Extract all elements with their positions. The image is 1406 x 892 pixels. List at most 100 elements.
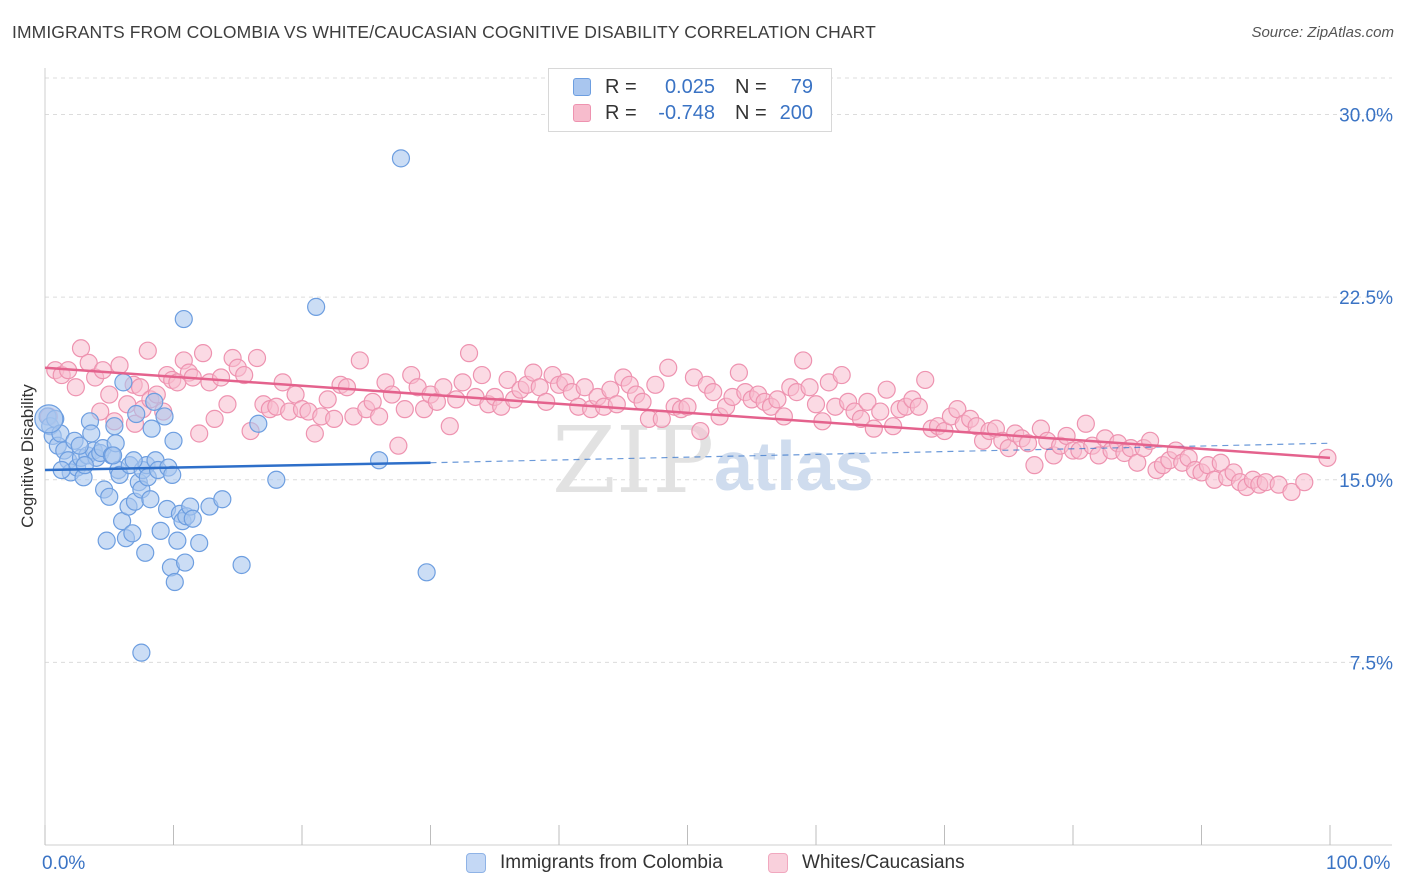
data-point [382,385,402,404]
data-point [183,509,202,528]
y-tick-label: 7.5% [1350,653,1393,674]
data-point [909,397,928,416]
axes [44,68,1392,846]
data-point [141,490,160,509]
watermark-atlas: atlas [714,427,874,505]
data-point [273,373,292,392]
data-point [453,373,472,392]
n-label: N = [735,75,767,98]
data-point [652,409,671,428]
data-point [267,470,286,489]
data-point [440,417,459,436]
stats-row-colombia: R = 0.025 N = 79 [573,74,813,100]
data-point [1018,434,1038,453]
data-point [130,378,150,397]
data-point [370,451,389,470]
legend-item-whites[interactable]: Whites/Caucasians [768,852,965,874]
data-point [391,149,411,168]
data-point [213,490,232,509]
data-point [575,378,594,397]
data-point [211,368,231,387]
data-point [205,409,224,428]
data-point [794,351,813,370]
data-point [155,407,174,426]
data-point [659,358,678,377]
data-point [136,543,155,562]
r-label: R = [605,101,637,124]
data-point [97,531,116,550]
data-point [472,365,491,385]
legend-swatch-whites [768,853,788,873]
data-point [1295,473,1314,492]
y-axis-label: Cognitive Disability [18,384,37,528]
data-point [646,375,665,394]
data-point [66,378,85,397]
n-value: 200 [779,101,813,124]
legend-swatch-colombia [466,853,486,873]
data-point [70,436,89,455]
data-point [218,395,237,414]
legend-swatch-colombia [573,78,591,96]
stats-legend: R = 0.025 N = 79 R = -0.748 N = 200 [548,68,832,132]
trend-line-whites [44,366,1331,460]
data-point [138,341,157,360]
data-point [704,383,723,402]
data-point [193,344,213,363]
legend-label-colombia: Immigrants from Colombia [500,852,723,873]
data-point [871,402,890,421]
watermark: ZIP atlas [552,407,874,514]
data-point [100,487,119,506]
data-point [75,456,94,475]
y-tick-label: 22.5% [1339,288,1393,309]
data-point [164,431,183,450]
data-point [71,339,91,358]
x-tick-label-min: 0.0% [42,853,86,874]
data-point [142,419,161,438]
data-point [190,533,209,553]
chart-title: IMMIGRANTS FROM COLOMBIA VS WHITE/CAUCAS… [12,22,876,42]
data-point [168,531,187,550]
data-point [232,555,251,575]
n-value: 79 [790,75,813,98]
data-point [235,365,254,385]
y-tick-label: 30.0% [1339,106,1393,127]
data-point [34,404,64,434]
data-point [691,421,710,441]
x-tick-label-max: 100.0% [1326,853,1391,874]
r-value: -0.748 [658,101,715,124]
data-point [145,392,164,411]
series-legend: Immigrants from Colombia Whites/Caucasia… [0,852,1406,878]
data-point [768,390,787,409]
data-point [447,390,466,409]
data-point [864,419,883,438]
data-point [1025,456,1044,475]
data-point [916,370,935,390]
data-point [832,365,851,385]
data-point [370,407,389,426]
stats-row-whites: R = -0.748 N = 200 [573,100,813,126]
data-point [633,392,652,411]
data-point [190,424,209,443]
legend-item-colombia[interactable]: Immigrants from Colombia [466,852,723,874]
legend-label-whites: Whites/Caucasians [802,852,965,873]
n-label: N = [735,101,767,124]
data-point [858,392,877,411]
data-point [434,378,453,397]
data-point [1076,414,1095,433]
legend-swatch-whites [573,104,591,122]
data-point [123,524,142,543]
y-tick-labels: 7.5% 15.0% 22.5% 30.0% [1339,106,1393,675]
data-point [325,409,344,428]
data-point [498,370,517,390]
data-point [318,390,337,409]
data-point [110,356,129,375]
data-point [151,521,170,540]
r-label: R = [605,75,637,98]
data-point [877,380,896,399]
data-point [124,451,143,470]
data-point [389,436,408,455]
data-point [165,572,184,592]
data-point [127,404,146,424]
source-label: Source: ZipAtlas.com [1251,24,1394,41]
